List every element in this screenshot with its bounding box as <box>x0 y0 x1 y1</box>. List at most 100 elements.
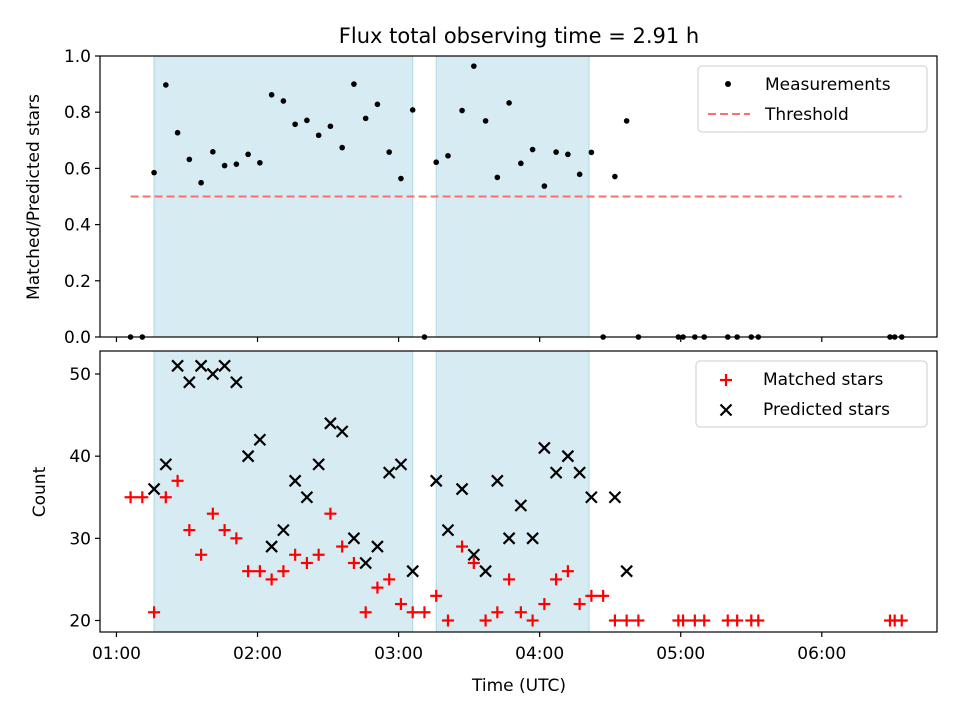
measurement-point <box>471 63 477 69</box>
legend-measurements-marker <box>725 81 731 87</box>
top-legend: Measurements Threshold <box>697 65 928 133</box>
measurement-point <box>245 151 251 158</box>
predicted-star-point <box>335 425 349 438</box>
predicted-star-point <box>549 466 563 479</box>
predicted-star-point <box>171 359 184 373</box>
bottom-x-ticks: 01:00 02:00 03:00 04:00 05:00 06:00 <box>92 632 846 664</box>
y-tick-label: 0.4 <box>64 216 91 236</box>
measurement-point <box>482 118 489 124</box>
y-tick-label: 30 <box>69 529 91 549</box>
predicted-star-point <box>241 449 255 463</box>
predicted-star-point <box>371 540 384 553</box>
predicted-star-point <box>147 482 161 496</box>
measurement-point <box>553 149 559 155</box>
predicted-star-point <box>502 532 516 545</box>
measurement-point <box>386 149 392 155</box>
predicted-star-point <box>585 490 598 504</box>
measurement-point <box>163 82 169 88</box>
measurement-point <box>268 91 275 98</box>
predicted-star-point <box>265 540 278 553</box>
measurement-point <box>409 107 416 113</box>
matched-star-point <box>183 524 196 537</box>
matched-star-point <box>230 532 243 545</box>
x-tick-label: 01:00 <box>92 644 141 664</box>
predicted-star-point <box>514 499 528 512</box>
matched-star-point <box>491 606 504 619</box>
legend-threshold-label: Threshold <box>764 105 849 125</box>
bottom-axes-frame <box>99 350 938 633</box>
predicted-star-point <box>491 474 504 488</box>
matched-star-point <box>608 614 621 627</box>
predicted-star-point <box>277 523 290 537</box>
predicted-star-point <box>538 441 551 455</box>
predicted-star-point <box>300 490 314 504</box>
measurement-point <box>233 161 240 167</box>
measurement-point <box>221 162 228 169</box>
matched-star-point <box>406 606 419 619</box>
matched-star-point <box>585 589 598 602</box>
x-tick-label: 06:00 <box>797 644 846 664</box>
x-axis-label: Time (UTC) <box>471 676 566 696</box>
predicted-star-point <box>194 359 208 373</box>
x-tick-label: 05:00 <box>656 644 705 664</box>
matched-star-point <box>514 606 527 619</box>
matched-star-point <box>698 614 711 627</box>
measurement-point <box>339 144 345 151</box>
matched-star-point <box>677 614 690 627</box>
measurement-point <box>518 160 524 167</box>
matched-star-point <box>895 614 908 627</box>
matched-star-point <box>336 540 349 553</box>
matched-star-point <box>456 540 469 553</box>
matched-star-point <box>171 474 184 487</box>
predicted-star-point <box>206 367 220 381</box>
measurement-point <box>362 115 369 122</box>
measurement-point <box>494 174 501 181</box>
measurement-point <box>292 121 298 128</box>
matched-star-point <box>277 565 290 578</box>
x-tick-label: 02:00 <box>233 644 282 664</box>
bottom-legend-box <box>695 360 928 428</box>
predicted-star-point <box>479 564 492 578</box>
legend-matched-plus <box>720 374 732 386</box>
predicted-star-point <box>429 474 443 488</box>
matched-star-point <box>479 614 492 627</box>
legend-predicted-x <box>719 403 733 417</box>
measurement-point <box>210 149 216 155</box>
predicted-star-point <box>455 482 469 496</box>
x-tick-label: 03:00 <box>374 644 423 664</box>
matched-star-point <box>632 614 645 627</box>
legend-predicted-marker <box>719 403 733 417</box>
y-tick-label: 0.6 <box>64 159 91 179</box>
matched-star-point <box>441 614 454 627</box>
predicted-star-point <box>159 458 173 471</box>
bottom-y-axis-label: Count <box>30 466 50 517</box>
legend-matched-label: Matched stars <box>763 370 883 390</box>
matched-star-point <box>371 581 384 594</box>
predicted-star-point <box>561 449 575 463</box>
measurement-point <box>257 159 263 166</box>
matched-star-point <box>418 606 431 619</box>
bottom-shaded-intervals <box>153 350 590 633</box>
measurement-point <box>398 175 404 182</box>
matched-star-point <box>300 556 313 569</box>
matched-star-point <box>383 573 396 586</box>
predicted-star-point <box>324 417 337 430</box>
matched-star-point <box>218 524 231 537</box>
matched-star-point <box>265 573 278 586</box>
measurement-point <box>151 169 157 176</box>
matched-star-point <box>597 589 610 602</box>
matched-star-point <box>136 491 149 504</box>
chart-title: Flux total observing time = 2.91 h <box>339 24 699 48</box>
measurement-point <box>506 100 512 106</box>
measurement-point <box>623 118 630 124</box>
matched-star-point <box>289 548 302 561</box>
predicted-star-point <box>230 375 243 389</box>
predicted-star-point <box>526 532 539 545</box>
shaded-interval-1 <box>153 350 414 633</box>
y-tick-label: 20 <box>69 611 91 631</box>
y-tick-label: 0.0 <box>64 328 91 348</box>
predicted-star-point <box>288 474 302 488</box>
matched-star-point <box>526 614 539 627</box>
matched-star-point <box>312 548 325 561</box>
